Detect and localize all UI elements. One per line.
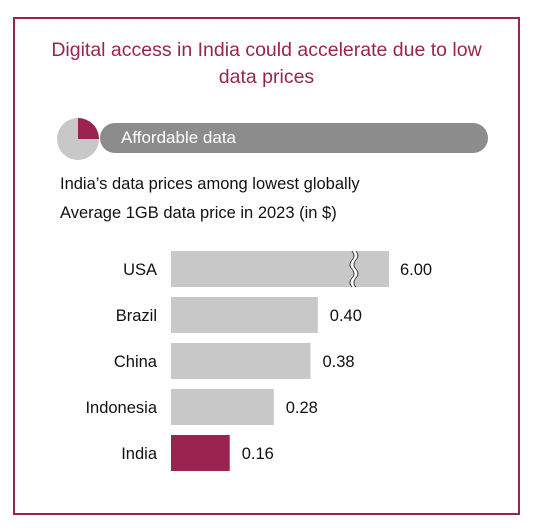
pie-icon — [57, 118, 99, 160]
chart-subtitle: India’s data prices among lowest globall… — [60, 175, 360, 193]
title-line-1: Digital access in India could accelerate… — [51, 39, 482, 61]
axis-break-mark — [349, 249, 359, 289]
page-title: Digital access in India could accelerate… — [15, 37, 518, 91]
bar-brazil — [171, 297, 318, 333]
infographic-card: Digital access in India could accelerate… — [13, 17, 520, 515]
title-line-2: data prices — [218, 66, 315, 88]
category-label-indonesia: Indonesia — [85, 399, 157, 417]
value-label-usa: 6.00 — [400, 261, 432, 279]
section-label: Affordable data — [121, 128, 236, 147]
bar-indonesia — [171, 389, 274, 425]
category-label-china: China — [114, 353, 158, 371]
bar-india — [171, 435, 230, 471]
category-label-usa: USA — [123, 261, 157, 279]
value-label-indonesia: 0.28 — [286, 399, 318, 417]
bar-china — [171, 343, 311, 379]
category-label-india: India — [121, 445, 158, 463]
value-label-china: 0.38 — [322, 353, 354, 371]
chart-title: Average 1GB data price in 2023 (in $) — [60, 204, 337, 222]
section-banner — [100, 123, 488, 153]
value-label-brazil: 0.40 — [330, 307, 362, 325]
value-label-india: 0.16 — [242, 445, 274, 463]
category-label-brazil: Brazil — [116, 307, 157, 325]
